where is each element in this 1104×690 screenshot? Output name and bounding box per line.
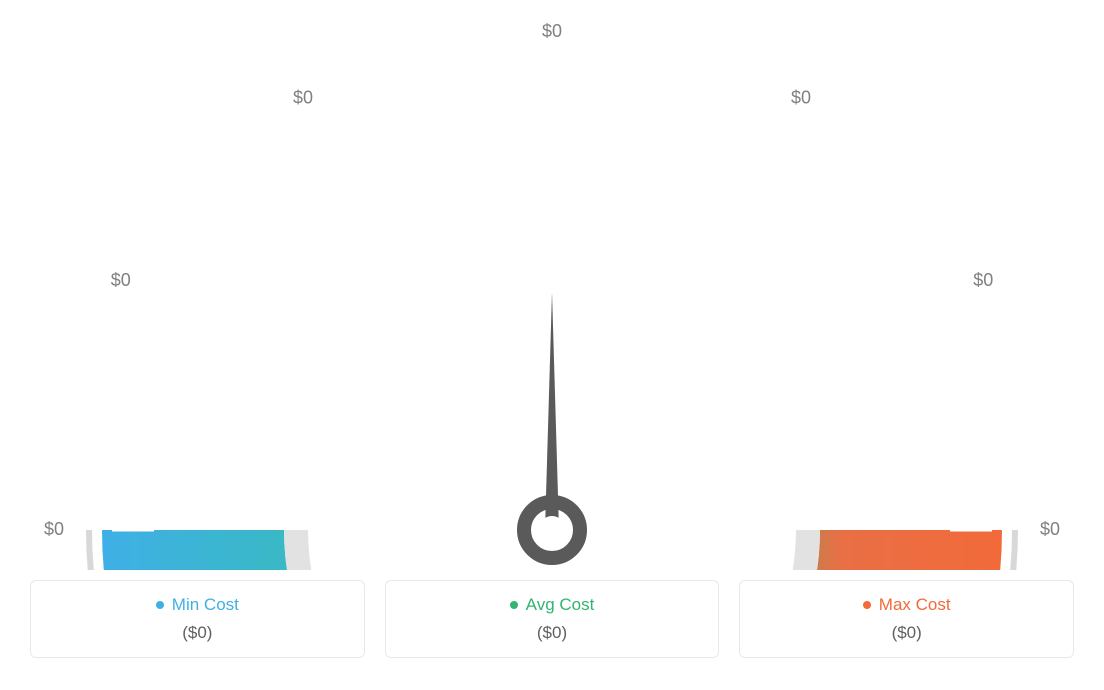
legend-row: Min Cost ($0) Avg Cost ($0) Max Cost ($0… [30, 580, 1074, 658]
legend-value-avg: ($0) [398, 623, 707, 643]
legend-dot-avg [510, 601, 518, 609]
svg-text:$0: $0 [293, 87, 313, 107]
legend-text-avg: Avg Cost [526, 595, 595, 615]
svg-text:$0: $0 [791, 87, 811, 107]
legend-card-min: Min Cost ($0) [30, 580, 365, 658]
legend-text-max: Max Cost [879, 595, 951, 615]
svg-text:$0: $0 [111, 270, 131, 290]
legend-label-max: Max Cost [863, 595, 951, 615]
svg-text:$0: $0 [542, 21, 562, 41]
legend-dot-min [156, 601, 164, 609]
legend-value-min: ($0) [43, 623, 352, 643]
legend-label-avg: Avg Cost [510, 595, 595, 615]
gauge-svg: $0 $0 $0 $0 $0 $0 $0 [30, 10, 1074, 570]
legend-card-max: Max Cost ($0) [739, 580, 1074, 658]
svg-text:$0: $0 [973, 270, 993, 290]
svg-text:$0: $0 [1040, 519, 1060, 539]
chart-container: $0 $0 $0 $0 $0 $0 $0 Min Cost ($0) Avg Cost ($… [0, 0, 1104, 690]
legend-value-max: ($0) [752, 623, 1061, 643]
legend-card-avg: Avg Cost ($0) [385, 580, 720, 658]
legend-text-min: Min Cost [172, 595, 239, 615]
legend-label-min: Min Cost [156, 595, 239, 615]
gauge-area: $0 $0 $0 $0 $0 $0 $0 [30, 10, 1074, 570]
svg-text:$0: $0 [44, 519, 64, 539]
legend-dot-max [863, 601, 871, 609]
